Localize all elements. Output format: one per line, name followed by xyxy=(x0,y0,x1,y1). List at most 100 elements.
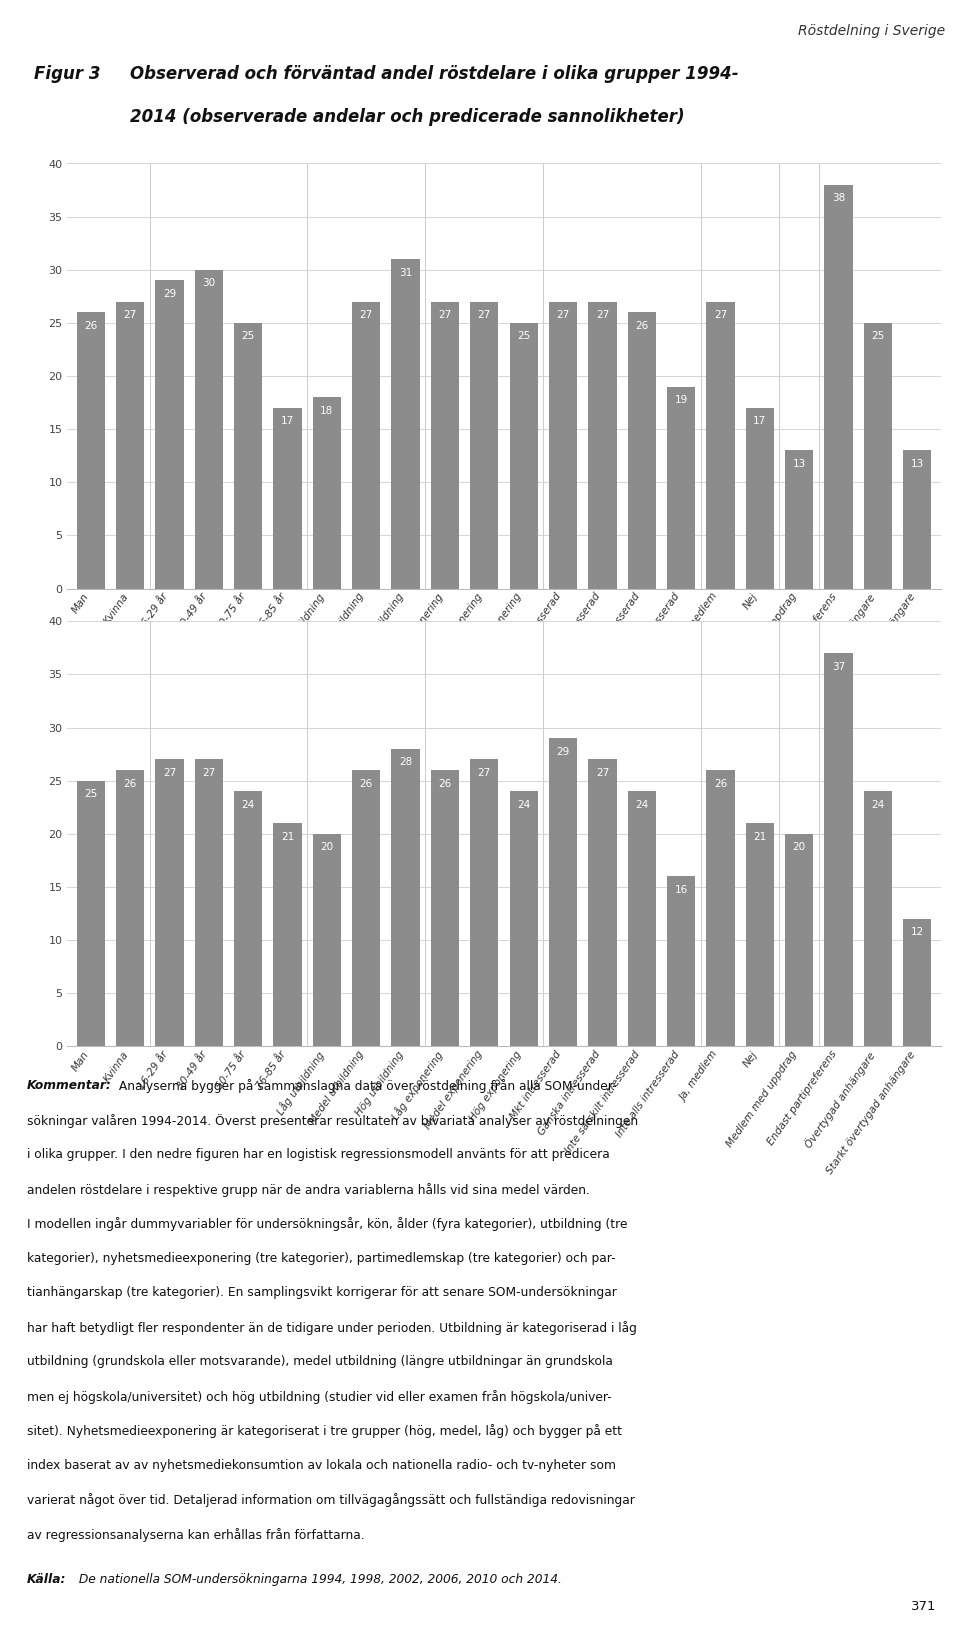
Text: i olika grupper. I den nedre figuren har en logistisk regressionsmodell använts : i olika grupper. I den nedre figuren har… xyxy=(27,1148,610,1161)
Text: Kommentar:: Kommentar: xyxy=(27,1079,111,1092)
Text: 27: 27 xyxy=(203,768,215,778)
Text: 27: 27 xyxy=(478,768,491,778)
Bar xyxy=(825,652,852,1046)
Text: 13: 13 xyxy=(911,459,924,469)
Bar xyxy=(274,822,301,1046)
Text: 27: 27 xyxy=(439,311,451,320)
Bar xyxy=(628,312,656,589)
Bar xyxy=(392,749,420,1046)
Text: 31: 31 xyxy=(399,268,412,278)
Text: 21: 21 xyxy=(754,832,766,842)
Text: tianhängarskap (tre kategorier). En samplingsvikt korrigerar för att senare SOM-: tianhängarskap (tre kategorier). En samp… xyxy=(27,1287,616,1300)
Text: 26: 26 xyxy=(714,778,727,788)
Text: 17: 17 xyxy=(281,417,294,427)
Bar xyxy=(77,312,105,589)
Text: 26: 26 xyxy=(360,778,372,788)
Text: 27: 27 xyxy=(596,311,609,320)
Bar xyxy=(667,386,695,589)
Text: 37: 37 xyxy=(832,662,845,672)
Bar xyxy=(274,407,301,589)
Bar xyxy=(234,324,262,589)
Text: Analyserna bygger på sammanslagna data över röstdelning från alla SOM-under-: Analyserna bygger på sammanslagna data ö… xyxy=(115,1079,617,1094)
Bar xyxy=(313,397,341,589)
Bar xyxy=(77,780,105,1046)
Bar xyxy=(470,301,498,589)
Text: Figur 3: Figur 3 xyxy=(34,65,100,83)
Text: 25: 25 xyxy=(84,790,97,800)
Bar xyxy=(195,759,223,1046)
Text: I modellen ingår dummyvariabler för undersökningsår, kön, ålder (fyra kategorier: I modellen ingår dummyvariabler för unde… xyxy=(27,1216,628,1231)
Bar xyxy=(588,301,616,589)
Text: 26: 26 xyxy=(84,320,97,330)
Bar xyxy=(116,770,144,1046)
Bar xyxy=(785,834,813,1046)
Bar xyxy=(628,791,656,1046)
Bar xyxy=(549,301,577,589)
Text: sitet). Nyhetsmedieexponering är kategoriserat i tre grupper (hög, medel, låg) o: sitet). Nyhetsmedieexponering är kategor… xyxy=(27,1424,622,1439)
Text: 20: 20 xyxy=(321,842,333,852)
Bar xyxy=(116,301,144,589)
Text: 2014 (observerade andelar och predicerade sannolikheter): 2014 (observerade andelar och predicerad… xyxy=(130,108,684,126)
Text: De nationella SOM-undersökningarna 1994, 1998, 2002, 2006, 2010 och 2014.: De nationella SOM-undersökningarna 1994,… xyxy=(75,1573,562,1586)
Bar xyxy=(510,791,538,1046)
Text: 13: 13 xyxy=(793,459,805,469)
Bar xyxy=(825,185,852,589)
Text: 17: 17 xyxy=(754,417,766,427)
Text: 38: 38 xyxy=(832,193,845,203)
Text: andelen röstdelare i respektive grupp när de andra variablerna hålls vid sina me: andelen röstdelare i respektive grupp nä… xyxy=(27,1182,589,1197)
Text: 25: 25 xyxy=(242,332,254,342)
Text: varierat något över tid. Detaljerad information om tillvägagångssätt och fullstä: varierat något över tid. Detaljerad info… xyxy=(27,1493,635,1507)
Text: index baserat av av nyhetsmediekonsumtion av lokala och nationella radio- och tv: index baserat av av nyhetsmediekonsumtio… xyxy=(27,1458,616,1472)
Text: 30: 30 xyxy=(203,278,215,288)
Text: 26: 26 xyxy=(439,778,451,788)
Bar xyxy=(352,770,380,1046)
Bar xyxy=(470,759,498,1046)
Bar xyxy=(156,759,183,1046)
Text: 24: 24 xyxy=(636,800,648,809)
Bar xyxy=(667,876,695,1046)
Text: Källa:: Källa: xyxy=(27,1573,66,1586)
Text: 27: 27 xyxy=(124,311,136,320)
Text: 27: 27 xyxy=(596,768,609,778)
Text: 29: 29 xyxy=(557,747,569,757)
Bar xyxy=(785,450,813,589)
Text: Röstdelning i Sverige: Röstdelning i Sverige xyxy=(799,25,946,38)
Text: 27: 27 xyxy=(557,311,569,320)
Text: 24: 24 xyxy=(517,800,530,809)
Text: 26: 26 xyxy=(636,320,648,330)
Bar xyxy=(864,791,892,1046)
Text: 24: 24 xyxy=(872,800,884,809)
Text: utbildning (grundskola eller motsvarande), medel utbildning (längre utbildningar: utbildning (grundskola eller motsvarande… xyxy=(27,1355,612,1368)
Text: 28: 28 xyxy=(399,757,412,767)
Text: men ej högskola/universitet) och hög utbildning (studier vid eller examen från h: men ej högskola/universitet) och hög utb… xyxy=(27,1390,612,1404)
Bar xyxy=(903,919,931,1046)
Bar xyxy=(510,324,538,589)
Text: 25: 25 xyxy=(517,332,530,342)
Bar xyxy=(707,301,734,589)
Bar xyxy=(156,280,183,589)
Bar xyxy=(707,770,734,1046)
Bar xyxy=(549,737,577,1046)
Text: 27: 27 xyxy=(478,311,491,320)
Bar xyxy=(903,450,931,589)
Text: har haft betydligt fler respondenter än de tidigare under perioden. Utbildning ä: har haft betydligt fler respondenter än … xyxy=(27,1321,636,1334)
Text: kategorier), nyhetsmedieexponering (tre kategorier), partimedlemskap (tre katego: kategorier), nyhetsmedieexponering (tre … xyxy=(27,1252,615,1265)
Bar xyxy=(431,301,459,589)
Text: sökningar valåren 1994-2014. Överst presenterar resultaten av bivariata analyser: sökningar valåren 1994-2014. Överst pres… xyxy=(27,1113,638,1128)
Bar xyxy=(352,301,380,589)
Text: 18: 18 xyxy=(321,405,333,415)
Text: 19: 19 xyxy=(675,396,687,405)
Text: 21: 21 xyxy=(281,832,294,842)
Text: 12: 12 xyxy=(911,927,924,937)
Text: 16: 16 xyxy=(675,885,687,894)
Text: 25: 25 xyxy=(872,332,884,342)
Text: 371: 371 xyxy=(910,1601,936,1614)
Bar xyxy=(234,791,262,1046)
Bar xyxy=(195,270,223,589)
Bar xyxy=(746,407,774,589)
Text: 27: 27 xyxy=(714,311,727,320)
Text: Observerad och förväntad andel röstdelare i olika grupper 1994-: Observerad och förväntad andel röstdelar… xyxy=(130,65,738,83)
Text: 20: 20 xyxy=(793,842,805,852)
Text: 29: 29 xyxy=(163,289,176,299)
Bar xyxy=(313,834,341,1046)
